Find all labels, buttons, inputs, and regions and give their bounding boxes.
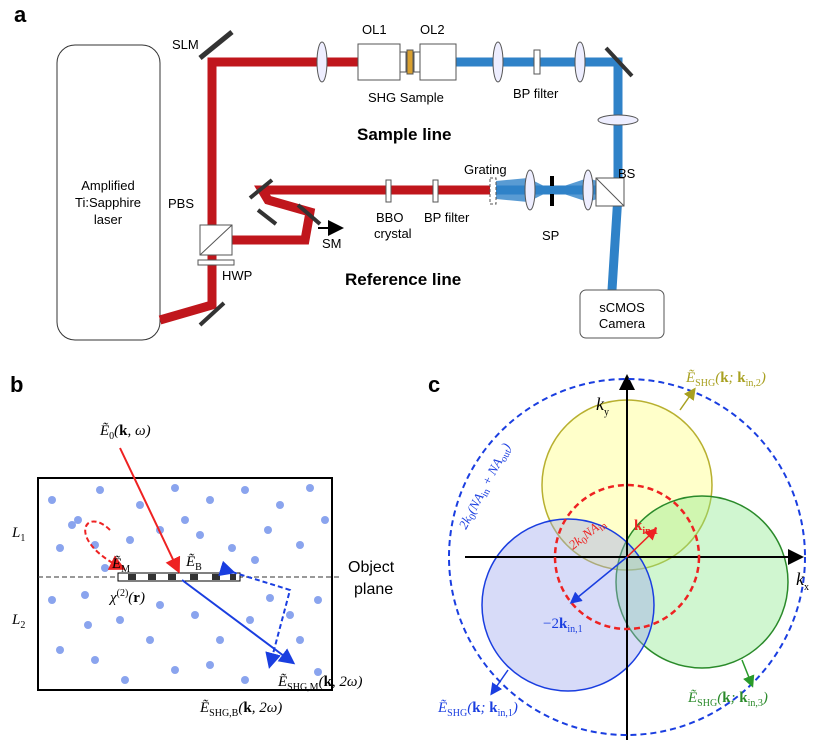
label: SHG Sample <box>368 90 444 105</box>
math-label: ẼSHG(k; kin,2) <box>685 369 766 389</box>
scatterer <box>171 484 179 492</box>
scatterer <box>251 556 259 564</box>
scatterer <box>48 596 56 604</box>
scatterer <box>321 516 329 524</box>
math-label: ẼSHG(k; kin,3) <box>687 689 768 709</box>
label: Grating <box>464 162 507 177</box>
math-label: ẼSHG,B(k, 2ω) <box>199 699 282 719</box>
heading: Sample line <box>357 125 451 144</box>
label: crystal <box>374 226 412 241</box>
label: BBO <box>376 210 403 225</box>
scatterer <box>264 526 272 534</box>
scatterer <box>206 496 214 504</box>
label: OL2 <box>420 22 445 37</box>
label: SLM <box>172 37 199 52</box>
math-label: L2 <box>11 612 25 631</box>
label: laser <box>94 212 123 227</box>
math-label: ẼSHG(k; kin,1) <box>437 699 518 719</box>
scatterer <box>266 594 274 602</box>
scatterer <box>91 656 99 664</box>
focus-beam <box>496 178 552 202</box>
math-label: L1 <box>11 525 25 544</box>
scatterer <box>116 616 124 624</box>
math-label: Ẽ0(k, ω) <box>99 422 151 442</box>
scatterer <box>296 541 304 549</box>
scatterer <box>156 601 164 609</box>
scatterer <box>81 591 89 599</box>
scatterer <box>96 486 104 494</box>
scatterer <box>121 676 129 684</box>
scatterer <box>126 536 134 544</box>
scatterer <box>171 666 179 674</box>
label: SM <box>322 236 342 251</box>
scatterer <box>228 544 236 552</box>
label: sCMOS <box>599 300 645 315</box>
panel-letter: c <box>428 372 440 397</box>
scatterer <box>206 661 214 669</box>
shg-layer <box>118 573 240 581</box>
label: Ti:Sapphire <box>75 195 141 210</box>
scatterer <box>136 501 144 509</box>
heading: Reference line <box>345 270 461 289</box>
figure: a Amplified Ti:Sapphire laser SLM OL1 OL… <box>0 0 824 742</box>
label: Object <box>348 559 395 576</box>
scatterer <box>181 516 189 524</box>
scatterer <box>241 676 249 684</box>
scatterer <box>241 486 249 494</box>
scatterer <box>196 531 204 539</box>
scatterer <box>276 501 284 509</box>
pointer <box>680 390 694 410</box>
scatterer <box>84 621 92 629</box>
scatterer <box>314 596 322 604</box>
scatterer <box>246 616 254 624</box>
scatterer <box>296 636 304 644</box>
pointer <box>492 670 508 693</box>
scatterer <box>146 636 154 644</box>
scatterer <box>306 484 314 492</box>
label: BP filter <box>513 86 559 101</box>
panel-letter: b <box>10 372 23 397</box>
label: Camera <box>599 316 646 331</box>
scatterer <box>216 636 224 644</box>
label: SP <box>542 228 559 243</box>
scatterer <box>101 564 109 572</box>
pointer <box>742 660 752 685</box>
panel-c: c ky kx ẼSHG(k; kin,2) 2k0(NAin + NAout)… <box>428 369 809 740</box>
panel-a: a Amplified Ti:Sapphire laser SLM OL1 OL… <box>14 2 664 340</box>
label: Amplified <box>81 178 134 193</box>
panel-letter: a <box>14 2 27 27</box>
label: PBS <box>168 196 194 211</box>
label: OL1 <box>362 22 387 37</box>
label: plane <box>354 581 393 598</box>
scatterer <box>56 646 64 654</box>
label: BP filter <box>424 210 470 225</box>
scatterer <box>68 521 76 529</box>
scatterer <box>286 611 294 619</box>
panel-b: b Ẽ0(k, ω) L1 L2 ẼM ẼB χ(2)(r) Object pl… <box>10 372 395 719</box>
scatterer <box>56 544 64 552</box>
scatterer <box>191 611 199 619</box>
label: HWP <box>222 268 252 283</box>
scatterer <box>48 496 56 504</box>
label: BS <box>618 166 636 181</box>
